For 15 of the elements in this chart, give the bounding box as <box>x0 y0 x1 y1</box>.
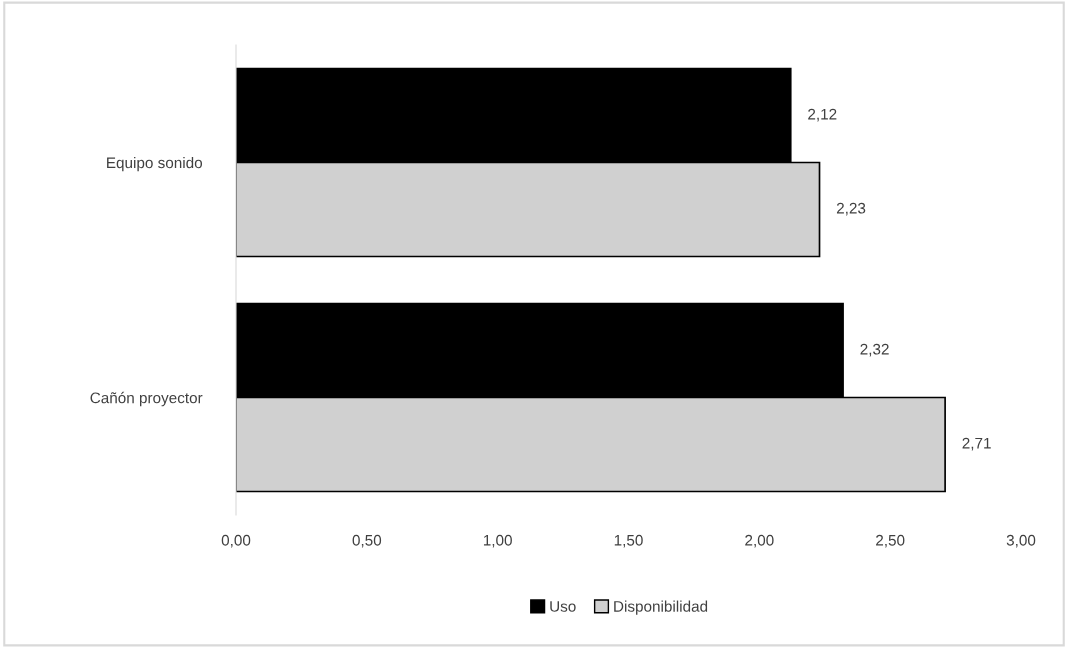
data-label: 2,71 <box>962 437 991 451</box>
data-label: 2,23 <box>836 202 866 216</box>
x-tick-label: 0,50 <box>352 534 382 548</box>
x-tick-label: 1,50 <box>614 534 643 548</box>
data-label: 2,12 <box>808 108 837 122</box>
x-tick-label: 1,00 <box>483 534 512 548</box>
legend-label: Disponibilidad <box>614 600 708 615</box>
data-label: 2,32 <box>860 343 889 357</box>
x-tick-label: 3,00 <box>1006 534 1036 548</box>
y-tick-label: Equipo sonido <box>107 156 203 172</box>
x-tick-label: 0,00 <box>221 534 251 548</box>
x-tick-label: 2,50 <box>876 534 905 548</box>
x-tick-label: 2,00 <box>745 534 774 548</box>
y-tick-label: Cañón proyector <box>90 391 203 407</box>
legend-label: Uso <box>550 601 576 612</box>
